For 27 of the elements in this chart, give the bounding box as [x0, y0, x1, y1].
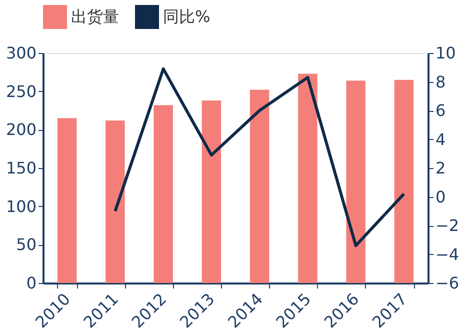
- bar: [154, 105, 173, 283]
- bar: [394, 80, 414, 283]
- y2-tick-label: 8: [436, 72, 446, 92]
- bar: [346, 80, 366, 283]
- y2-tick-label: −2: [436, 216, 460, 235]
- y2-tick-label: −4: [436, 244, 460, 264]
- bar: [298, 74, 318, 283]
- y2-tick-label: −6: [436, 274, 460, 292]
- y2-tick-label: 10: [436, 44, 456, 62]
- legend-label: 出货量: [71, 7, 119, 26]
- bar: [250, 90, 270, 283]
- y-tick-label: 50: [16, 235, 36, 254]
- y2-tick-label: 4: [436, 130, 446, 149]
- bar: [57, 118, 77, 283]
- y-tick-label: 250: [6, 82, 36, 101]
- y-tick-label: 150: [6, 158, 36, 178]
- line-series: [114, 67, 406, 248]
- y2-tick-label: 2: [436, 158, 446, 178]
- y-tick-label: 200: [6, 120, 36, 140]
- bar: [106, 120, 125, 283]
- y2-tick-label: 0: [436, 187, 446, 206]
- y-tick-label: 100: [6, 196, 36, 216]
- y2-tick-label: 6: [436, 101, 446, 120]
- legend-label: 同比%: [163, 7, 210, 26]
- y-tick-label: 300: [6, 44, 36, 62]
- bar: [202, 100, 222, 283]
- y-tick-label: 0: [26, 274, 36, 292]
